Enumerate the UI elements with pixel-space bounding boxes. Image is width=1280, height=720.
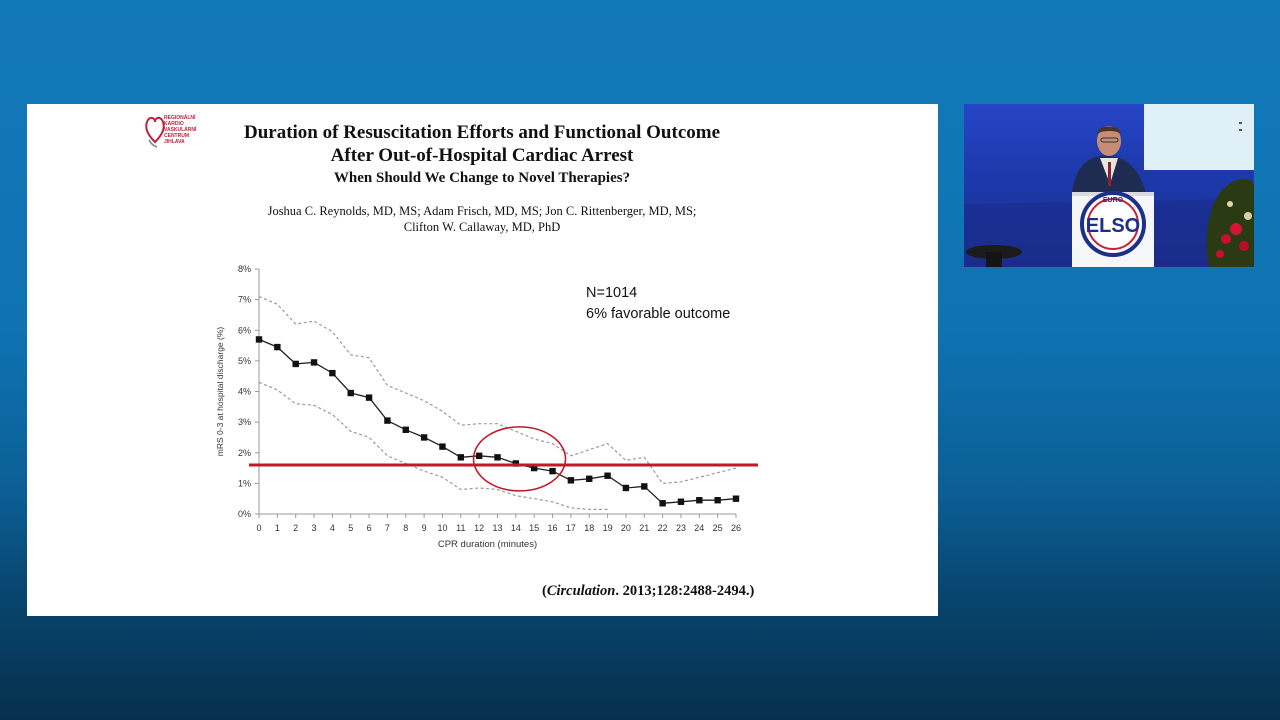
citation-open: ( [542,583,547,599]
data-point [475,452,483,460]
x-tick-label: 26 [731,523,741,533]
y-tick-label: 8% [238,264,251,274]
x-tick-label: 21 [639,523,649,533]
authors: Joshua C. Reynolds, MD, MS; Adam Frisch,… [177,203,787,235]
citation-journal: Circulation [546,583,616,599]
heart-logo-icon [145,116,165,148]
x-tick-label: 7 [385,523,390,533]
data-point [622,484,630,492]
data-point [420,434,428,441]
x-tick-label: 5 [348,523,353,533]
x-tick-label: 22 [658,523,668,533]
y-tick-label: 6% [238,325,251,335]
data-point [714,497,721,504]
x-tick-label: 17 [566,523,576,533]
presentation-slide: REGIONÁLNÍ KARDIO VASKULÁRNÍ CENTRUM JIH… [27,104,938,616]
x-tick-label: 8 [403,523,408,533]
data-point [439,443,446,450]
annotation-n: N=1014 [586,285,637,301]
x-tick-label: 14 [511,523,521,533]
x-tick-label: 9 [422,523,427,533]
slide-subtitle: When Should We Change to Novel Therapies… [333,170,631,186]
citation: (Circulation. 2013;128:2488-2494.) [542,583,754,600]
x-tick-label: 25 [713,523,723,533]
x-tick-label: 23 [676,523,686,533]
x-tick-label: 18 [584,523,594,533]
title-line-1: Duration of Resuscitation Efforts and Fu… [243,122,721,143]
y-tick-label: 7% [238,295,251,305]
speaker-video: EURO ELSO [964,104,1254,267]
x-tick-label: 15 [529,523,539,533]
data-point [310,359,318,366]
x-tick-label: 0 [256,523,261,533]
data-point [255,336,263,343]
data-point [696,497,703,504]
data-point [384,417,391,424]
data-point [530,464,538,472]
main-series-line [258,338,737,504]
outcome-chart: 0%1%2%3%4%5%6%7%8%0 1 2 3 4 5 6 7 8 9 10 11 12 13 14 15… [215,264,758,550]
x-tick-label: 13 [492,523,502,533]
y-tick-label: 3% [238,417,251,427]
x-tick-label: 2 [293,523,298,533]
highlight-ellipse [472,426,567,492]
x-axis-label: CPR duration (minutes) [438,539,537,550]
authors-line-1: Joshua C. Reynolds, MD, MS; Adam Frisch,… [267,204,697,218]
citation-details: . 2013;128:2488-2494.) [615,583,755,599]
x-tick-label: 19 [603,523,613,533]
y-tick-label: 1% [238,478,251,488]
data-point [641,483,648,490]
title-line-2: After Out-of-Hospital Cardiac Arrest [330,145,634,166]
authors-line-2: Clifton W. Callaway, MD, PhD [403,220,561,234]
x-tick-label: 11 [456,523,465,533]
x-tick-label: 6 [367,523,372,533]
annotation-outcome: 6% favorable outcome [586,306,730,322]
data-point [659,500,666,507]
data-point [586,475,593,482]
slide-title: Duration of Resuscitation Efforts and Fu… [177,121,787,167]
y-tick-label: 2% [238,448,251,458]
data-point [604,472,611,479]
data-point [402,426,409,433]
x-tick-label: 4 [330,523,335,533]
y-axis-label: mRS 0-3 at hospital discharge (%) [215,327,225,457]
x-tick-label: 1 [275,523,280,533]
svg-text:EURO: EURO [1103,197,1124,204]
x-tick-label: 16 [548,523,558,533]
y-tick-label: 5% [238,356,251,366]
logo-text: REGIONÁLNÍ KARDIO VASKULÁRNÍ CENTRUM JIH… [164,115,197,145]
x-tick-label: 20 [621,523,631,533]
lower-ci-line [258,381,608,510]
data-point [549,467,556,475]
data-point [274,343,281,351]
x-tick-label: 10 [437,523,447,533]
svg-text:ELSO: ELSO [1086,215,1140,237]
data-point [677,498,685,505]
data-point [329,369,336,377]
data-point [567,477,575,484]
speaker-video-scene: EURO ELSO [964,104,1254,267]
data-point [494,454,501,461]
y-tick-label: 4% [238,387,251,397]
data-point [347,389,354,397]
data-point [457,454,465,461]
data-point [512,460,520,467]
upper-ci-line [258,296,737,485]
hospital-logo: REGIONÁLNÍ KARDIO VASKULÁRNÍ CENTRUM JIH… [145,112,205,148]
x-tick-label: 24 [694,523,704,533]
y-tick-label: 0% [238,509,251,519]
x-tick-label: 12 [474,523,484,533]
data-point [365,394,373,401]
x-tick-label: 3 [312,523,317,533]
data-point [292,360,299,368]
data-point [732,495,740,502]
